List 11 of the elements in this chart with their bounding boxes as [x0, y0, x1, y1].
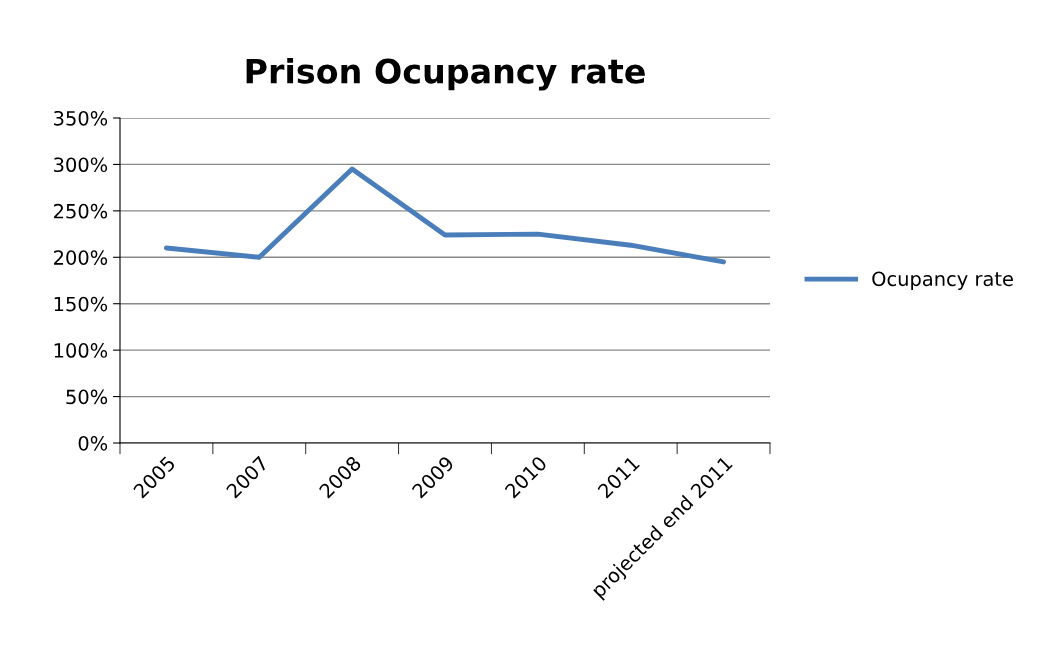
line-series — [164, 166, 726, 265]
y-tick-label: 0% — [78, 435, 108, 451]
chart-title: Prison Ocupancy rate — [246, 57, 645, 91]
y-tick-label: 200% — [54, 250, 108, 265]
y-tick-label: 50% — [66, 389, 108, 405]
y-tick-label: 250% — [54, 203, 108, 219]
y-tick-label: 150% — [54, 296, 108, 312]
y-tick-label: 300% — [54, 157, 108, 173]
legend-label: Ocupancy rate — [872, 271, 1013, 290]
y-tick-label: 350% — [54, 110, 108, 126]
y-tick-label: 100% — [54, 343, 108, 358]
